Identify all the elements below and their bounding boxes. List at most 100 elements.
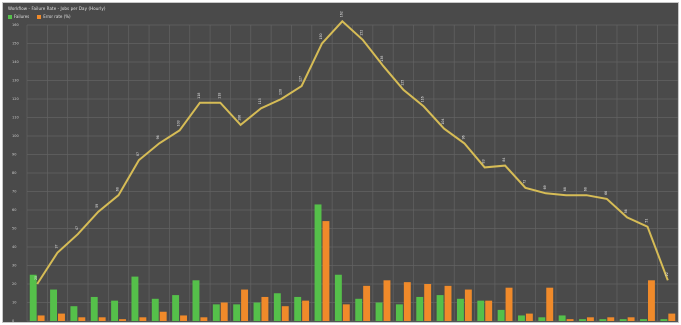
data-label: 72 (522, 180, 526, 184)
legend-label-error-rate: Error rate (%) (43, 14, 71, 19)
bar-failures (395, 304, 403, 321)
data-label: 120 (278, 89, 282, 95)
data-label: 66 (604, 191, 608, 195)
data-label: 68 (116, 187, 120, 191)
bar-failures (558, 315, 566, 321)
bar-error-rate (98, 317, 106, 321)
bar-failures (355, 298, 363, 321)
data-label: 125 (400, 80, 404, 86)
data-label: 115 (258, 98, 262, 104)
bar-failures (314, 204, 322, 321)
y-tick-label: 20 (12, 282, 16, 286)
data-label: 104 (441, 119, 445, 125)
bar-error-rate (220, 302, 228, 321)
data-label: 150 (319, 33, 323, 39)
data-label: 116 (421, 96, 425, 102)
bar-failures (375, 302, 383, 321)
bar-error-rate (58, 313, 65, 321)
y-tick-label: 80 (12, 171, 16, 175)
bar-failures (151, 298, 159, 321)
y-tick-label: 50 (12, 227, 16, 231)
bar-failures (253, 302, 261, 321)
bar-failures (90, 296, 98, 321)
bar-failures (538, 317, 546, 321)
bar-error-rate (322, 221, 330, 321)
y-tick-label: 90 (12, 153, 16, 157)
bar-error-rate (383, 280, 391, 321)
bar-failures (50, 289, 58, 321)
data-label: 20 (34, 276, 38, 280)
data-label: 138 (380, 56, 384, 62)
data-label: 127 (299, 76, 303, 82)
bar-error-rate (363, 285, 371, 321)
bar-failures (436, 295, 444, 321)
bar-error-rate (200, 317, 208, 321)
bar-failures (456, 298, 464, 321)
bar-error-rate (505, 287, 513, 321)
data-label: 87 (136, 152, 140, 156)
bar-error-rate (485, 300, 493, 321)
bar-failures (660, 319, 668, 321)
bar-error-rate (424, 284, 432, 321)
bar-error-rate (566, 319, 574, 321)
data-label: 47 (75, 226, 79, 230)
legend-swatch-orange (37, 14, 42, 19)
data-label: 68 (563, 187, 567, 191)
bar-error-rate (119, 319, 126, 321)
bar-error-rate (546, 287, 554, 321)
bar-error-rate (627, 317, 635, 321)
bar-failures (70, 306, 78, 321)
y-tick-label: 160 (12, 23, 19, 27)
legend-item-error-rate[interactable]: Error rate (%) (37, 14, 71, 19)
legend-swatch-green (8, 14, 12, 19)
y-tick-label: 120 (12, 97, 19, 101)
bar-failures (212, 304, 220, 321)
bar-error-rate (464, 289, 472, 321)
y-tick-label: 150 (12, 42, 19, 46)
bar-error-rate (37, 315, 45, 321)
bar-failures (294, 296, 302, 321)
bar-error-rate (159, 311, 167, 321)
data-label: 56 (624, 209, 628, 213)
bar-failures (599, 319, 607, 321)
bar-failures (273, 293, 281, 321)
bar-error-rate (525, 313, 533, 321)
bar-error-rate (586, 317, 594, 321)
bar-failures (579, 319, 586, 321)
y-tick-label: 130 (12, 79, 19, 83)
bar-failures (172, 295, 180, 321)
bar-failures (518, 315, 525, 321)
bar-error-rate (302, 300, 310, 321)
y-tick-label: 70 (12, 190, 16, 194)
data-label: 118 (197, 93, 201, 99)
bar-failures (131, 276, 139, 321)
bar-failures (477, 300, 485, 321)
bar-failures (416, 296, 424, 321)
bar-error-rate (403, 282, 411, 321)
bar-failures (334, 274, 342, 321)
bar-failures (497, 309, 505, 321)
data-label: 83 (482, 159, 486, 163)
y-tick-label: 40 (12, 245, 16, 249)
data-label: 106 (238, 115, 242, 121)
bar-error-rate (668, 313, 676, 321)
bar-error-rate (647, 280, 655, 321)
bar-error-rate (139, 317, 147, 321)
bar-error-rate (241, 289, 249, 321)
data-label: 96 (461, 135, 465, 139)
y-tick-label: 30 (12, 264, 16, 268)
bar-error-rate (444, 285, 452, 321)
bar-error-rate (281, 306, 289, 321)
series-line (36, 19, 669, 285)
y-tick-label: 140 (12, 60, 19, 64)
legend-item-failures[interactable]: Failures (8, 14, 29, 19)
chart-legend: Failures Error rate (%) (8, 14, 71, 19)
y-tick-label: 0 (12, 319, 14, 323)
data-label: 22 (665, 272, 669, 276)
bar-failures (619, 319, 627, 321)
y-tick-label: 60 (12, 208, 16, 212)
data-label: 152 (360, 30, 364, 36)
bar-failures (111, 300, 119, 321)
data-label: 96 (156, 135, 160, 139)
